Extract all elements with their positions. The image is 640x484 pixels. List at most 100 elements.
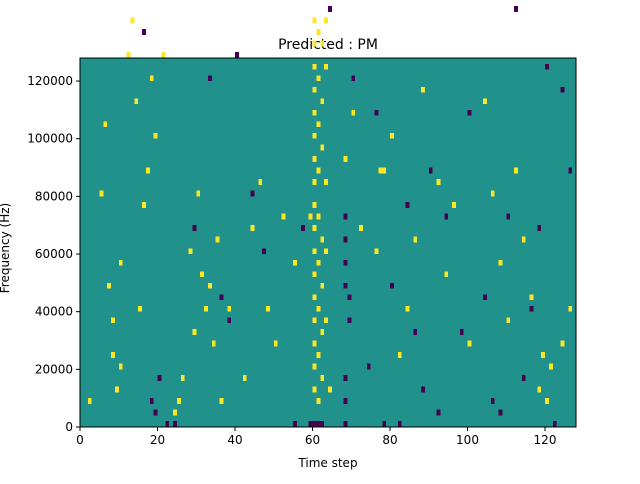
heatmap-cell [219, 398, 224, 404]
heatmap-cell [405, 305, 410, 312]
heatmap-cell [227, 305, 232, 312]
heatmap-cell [196, 190, 201, 197]
heatmap-cell [173, 421, 177, 427]
heatmap-cell [316, 421, 321, 427]
heatmap-cell [308, 421, 313, 427]
heatmap-cell [262, 248, 266, 255]
y-tick-label: 60000 [35, 247, 73, 261]
heatmap-cell [312, 179, 317, 185]
heatmap-cell [378, 167, 383, 174]
heatmap-cell [320, 144, 325, 151]
heatmap-cell [436, 179, 441, 185]
heatmap-cell [328, 386, 332, 393]
x-tick-label: 80 [382, 433, 397, 447]
heatmap-cell [514, 6, 518, 12]
heatmap-cell [87, 398, 92, 404]
heatmap-cell [324, 63, 328, 70]
heatmap-cell [312, 271, 317, 278]
heatmap-cell [273, 340, 278, 347]
heatmap-cell [343, 398, 348, 404]
heatmap-cell [312, 294, 317, 301]
heatmap-cell [250, 225, 255, 231]
heatmap-cell [413, 328, 418, 335]
heatmap-cell [351, 75, 356, 82]
heatmap-cell [211, 340, 216, 347]
heatmap-cell [343, 375, 348, 381]
heatmap-cell [312, 40, 317, 47]
heatmap-cell [316, 352, 321, 358]
heatmap-cell [343, 259, 348, 266]
heatmap-cell [374, 248, 379, 255]
heatmap-cell [312, 225, 317, 231]
heatmap-cell [173, 409, 177, 416]
heatmap-cell [312, 202, 317, 208]
heatmap-cell [552, 421, 557, 427]
heatmap-cell [293, 259, 297, 266]
heatmap-cell [316, 75, 321, 82]
heatmap-cell [320, 282, 325, 289]
y-tick-label: 20000 [35, 362, 73, 376]
x-tick-label: 40 [227, 433, 242, 447]
heatmap-cell [324, 179, 328, 185]
heatmap-cell [347, 294, 352, 301]
heatmap-cell [506, 213, 511, 220]
heatmap-cell [506, 317, 511, 324]
heatmap-cell [118, 363, 123, 370]
heatmap-cell [316, 259, 321, 266]
heatmap-cell [312, 317, 317, 324]
heatmap-cell [537, 225, 542, 231]
heatmap-cell [312, 109, 317, 116]
heatmap-cell [192, 225, 197, 231]
heatmap-cell [312, 248, 317, 255]
heatmap-cell [165, 421, 170, 427]
heatmap-cell [568, 305, 573, 312]
y-tick-label: 40000 [35, 305, 73, 319]
y-tick-label: 0 [65, 420, 73, 434]
heatmap-cell [316, 167, 321, 174]
heatmap-cell [320, 328, 325, 335]
x-tick-label: 0 [76, 433, 84, 447]
heatmap-cell [413, 236, 418, 243]
heatmap-cell [514, 167, 518, 174]
heatmap-cell [421, 386, 425, 393]
heatmap-cell [215, 236, 220, 243]
heatmap-cell [149, 75, 154, 82]
heatmap-cell [568, 167, 573, 174]
heatmap-cell [390, 282, 394, 289]
x-tick-label: 120 [534, 433, 557, 447]
heatmap-cell [308, 213, 313, 220]
heatmap-cell [207, 282, 212, 289]
heatmap-cell [111, 352, 115, 358]
heatmap-cell [176, 398, 181, 404]
plot-area [79, 6, 577, 428]
y-axis: 0 20000 40000 60000 80000 100000 120000 [27, 74, 80, 434]
heatmap-cell [258, 179, 263, 185]
heatmap-cell [324, 17, 328, 24]
heatmap-cell [250, 190, 255, 197]
heatmap-cell [541, 352, 545, 358]
heatmap-cell [498, 409, 503, 416]
heatmap-cell [490, 190, 495, 197]
heatmap-cell [452, 202, 456, 208]
heatmap-cell [359, 225, 363, 231]
heatmap-cell [320, 40, 325, 47]
heatmap-cell [114, 386, 119, 393]
heatmap-cell [560, 86, 565, 93]
heatmap-cell [366, 363, 371, 370]
heatmap-cell [467, 109, 472, 116]
heatmap-cell [312, 86, 317, 93]
heatmap-cell [142, 202, 146, 208]
heatmap-cell [103, 121, 108, 128]
heatmap-cell [421, 86, 425, 93]
heatmap-cell [521, 236, 526, 243]
heatmap-cell [204, 305, 208, 312]
heatmap-cell [312, 132, 317, 139]
x-axis-label: Time step [297, 456, 357, 470]
heatmap-cell [537, 386, 542, 393]
heatmap-cell [324, 317, 328, 324]
heatmap-cell [483, 294, 487, 301]
heatmap-cell [560, 340, 565, 347]
heatmap-cell [312, 17, 317, 24]
heatmap-cell [126, 52, 131, 58]
